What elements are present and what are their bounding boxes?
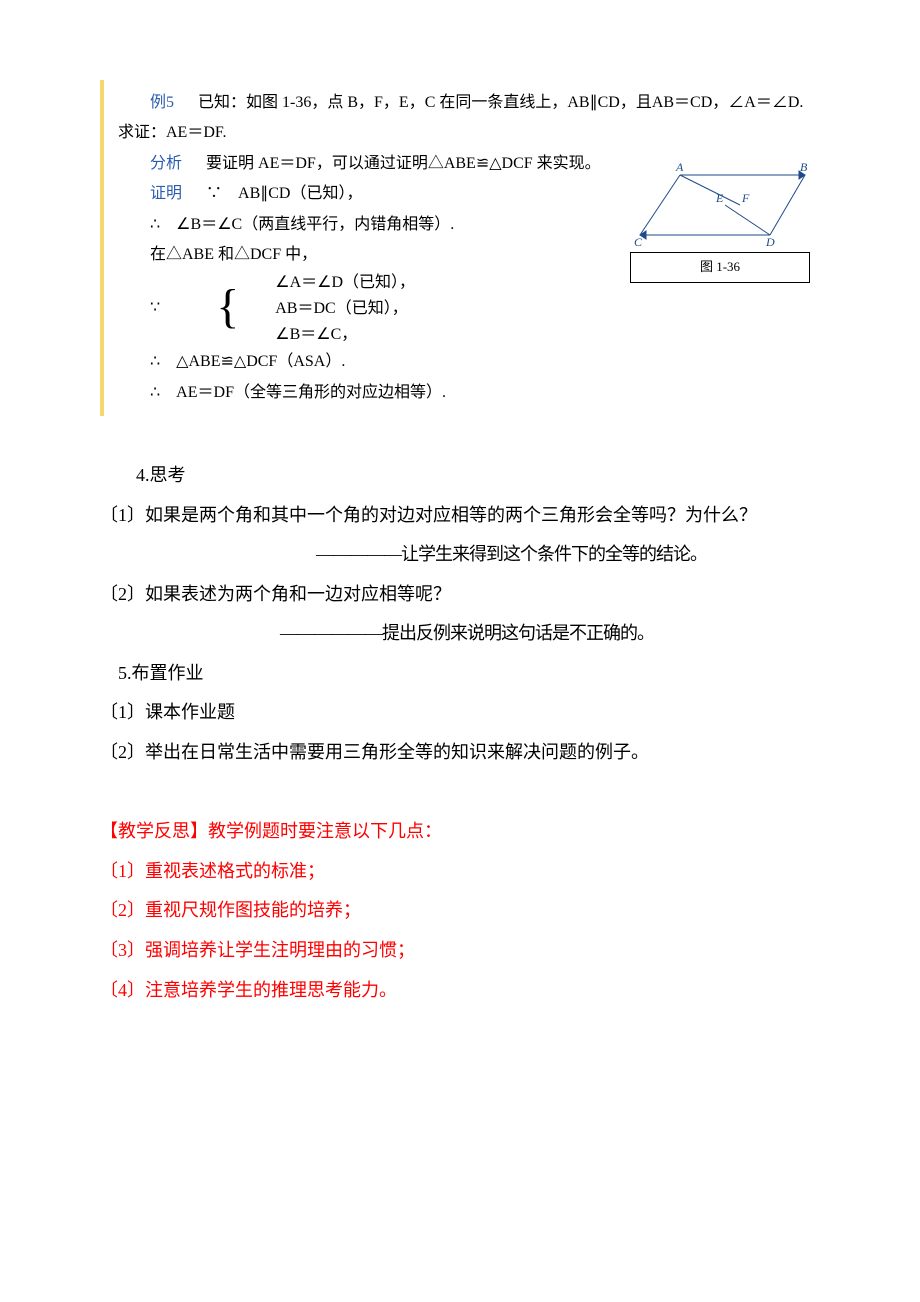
figure-caption: 图 1-36 — [630, 252, 810, 283]
proof-step-1a: ∵ AB∥CD（已知）， — [206, 185, 362, 202]
proof-label: 证明 — [150, 185, 182, 202]
q1-text: 〔1〕如果是两个角和其中一个角的对边对应相等的两个三角形会全等吗？为什么？ — [100, 496, 820, 536]
hw-1: 〔1〕课本作业题 — [100, 693, 820, 733]
reflection-3: 〔3〕强调培养让学生注明理由的习惯； — [100, 931, 820, 971]
example-box: A B C D E F 图 1-36 例5 已知：如图 1-36，点 B，F，E… — [100, 80, 820, 416]
example-label: 例5 — [150, 94, 174, 111]
hw-2: 〔2〕举出在日常生活中需要用三角形全等的知识来解决问题的例子。 — [100, 733, 820, 773]
brace-line-2: AB＝DC（已知）， — [243, 296, 415, 322]
section-5-title: 5.布置作业 — [100, 654, 820, 694]
vertex-a-label: A — [675, 160, 684, 174]
q2-text: 〔2〕如果表述为两个角和一边对应相等呢？ — [100, 575, 820, 615]
geometry-diagram-svg: A B C D E F — [630, 160, 810, 250]
brace-line-1: ∠A＝∠D（已知）， — [243, 270, 415, 296]
example-given-text: 已知：如图 1-36，点 B，F，E，C 在同一条直线上，AB∥CD，且AB＝C… — [118, 94, 803, 141]
q1-note: —————让学生来得到这个条件下的全等的结论。 — [100, 535, 820, 575]
example-given-line: 例5 已知：如图 1-36，点 B，F，E，C 在同一条直线上，AB∥CD，且A… — [118, 88, 810, 149]
body-text: 4.思考 〔1〕如果是两个角和其中一个角的对边对应相等的两个三角形会全等吗？为什… — [100, 456, 820, 1010]
reflection-2: 〔2〕重视尺规作图技能的培养； — [100, 891, 820, 931]
brace-line-3: ∠B＝∠C， — [243, 322, 415, 348]
vertex-b-label: B — [800, 160, 808, 174]
page: A B C D E F 图 1-36 例5 已知：如图 1-36，点 B，F，E… — [0, 0, 920, 1090]
q2-note: ——————提出反例来说明这句话是不正确的。 — [100, 614, 820, 654]
left-brace-icon: { — [184, 283, 239, 331]
analysis-label: 分析 — [150, 155, 182, 172]
because-symbol: ∵ — [150, 299, 160, 316]
vertex-f-label: F — [741, 191, 750, 205]
section-4-title: 4.思考 — [100, 456, 820, 496]
reflection-4: 〔4〕注意培养学生的推理思考能力。 — [100, 971, 820, 1011]
reflection-1: 〔1〕重视表述格式的标准； — [100, 852, 820, 892]
vertex-e-label: E — [715, 191, 724, 205]
vertex-d-label: D — [765, 235, 775, 249]
analysis-text: 要证明 AE＝DF，可以通过证明△ABE≌△DCF 来实现。 — [206, 155, 601, 172]
proof-therefore-2: ∴ AE＝DF（全等三角形的对应边相等）. — [118, 378, 810, 408]
figure-1-36: A B C D E F 图 1-36 — [630, 160, 810, 283]
reflection-title: 【教学反思】教学例题时要注意以下几点： — [100, 812, 820, 852]
vertex-c-label: C — [634, 235, 643, 249]
proof-therefore-1: ∴ △ABE≌△DCF（ASA）. — [118, 347, 810, 377]
